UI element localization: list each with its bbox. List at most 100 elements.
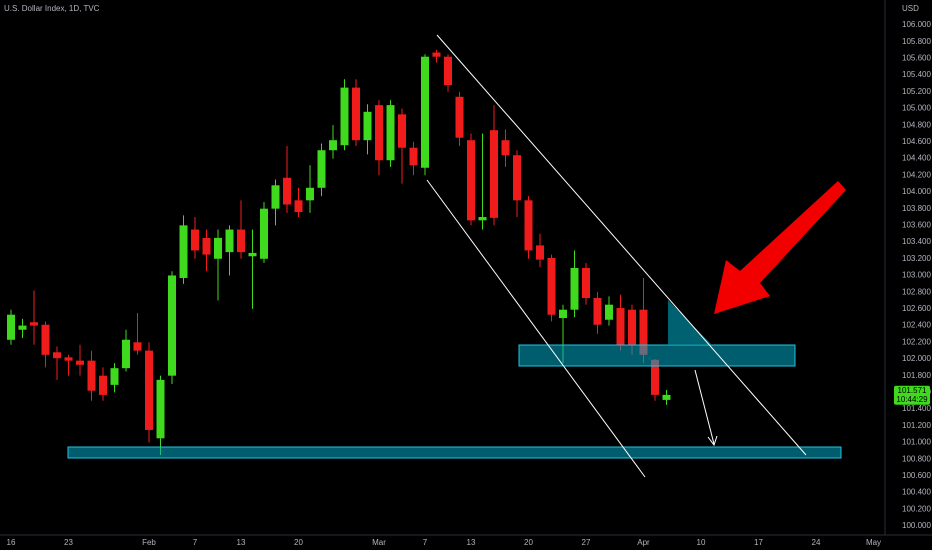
x-tick-label: 13: [237, 538, 246, 547]
y-tick-label: 103.800: [902, 204, 931, 213]
x-tick-label: May: [866, 538, 881, 547]
candle-body: [547, 257, 556, 315]
candle-body: [536, 245, 544, 260]
x-tick-label: 7: [193, 538, 198, 547]
candle-body: [18, 325, 27, 330]
y-tick-label: 101.800: [902, 371, 931, 380]
candle-body: [524, 200, 533, 251]
candle-body: [570, 267, 579, 310]
y-tick-label: 103.200: [902, 254, 931, 263]
y-tick-label: 102.800: [902, 287, 931, 296]
candle-body: [271, 185, 280, 209]
candle-body: [398, 114, 406, 148]
candle-body: [467, 140, 475, 221]
candle-body: [179, 225, 188, 278]
axis-unit: USD: [902, 4, 919, 13]
channel-upper: [436, 34, 807, 456]
candle-body: [133, 342, 142, 351]
candle-body: [490, 130, 498, 218]
candle-body: [64, 357, 73, 361]
candle-body: [340, 87, 349, 146]
candle-body: [30, 322, 38, 326]
candle-body: [76, 360, 84, 365]
candle-body: [260, 208, 268, 259]
y-tick-label: 100.000: [902, 521, 931, 530]
y-tick-label: 102.200: [902, 337, 931, 346]
y-tick-label: 101.400: [902, 404, 931, 413]
y-tick-label: 103.000: [902, 271, 931, 280]
big-red-arrow: [714, 181, 846, 314]
y-tick-label: 104.000: [902, 187, 931, 196]
candle-body: [237, 229, 245, 253]
candle-body: [225, 229, 234, 253]
candle-body: [306, 187, 314, 201]
candles: [7, 50, 671, 456]
support-zone: [67, 446, 842, 459]
x-tick-label: 20: [524, 538, 533, 547]
candle-body: [87, 360, 96, 391]
x-tick-label: 13: [467, 538, 476, 547]
y-tick-label: 105.800: [902, 37, 931, 46]
y-tick-label: 102.400: [902, 321, 931, 330]
y-tick-label: 100.200: [902, 504, 931, 513]
candle-body: [352, 87, 360, 141]
candle-body: [605, 304, 613, 320]
candle-body: [628, 309, 636, 345]
candle-body: [156, 379, 165, 439]
candle-body: [329, 140, 337, 151]
y-tick-label: 104.800: [902, 120, 931, 129]
candle-body: [110, 368, 119, 385]
candle-body: [283, 177, 291, 205]
projection-arrow: [694, 369, 715, 445]
candle-body: [455, 96, 464, 138]
candle-body: [513, 155, 521, 201]
candle-body: [248, 252, 257, 257]
candle-body: [444, 56, 452, 86]
candle-body: [145, 350, 153, 430]
chart-title: U.S. Dollar Index, 1D, TVC: [4, 4, 100, 13]
y-tick-label: 104.200: [902, 170, 931, 179]
candle-body: [7, 314, 15, 340]
candle-body: [191, 229, 199, 251]
candle-body: [317, 150, 326, 188]
candle-body: [582, 267, 590, 299]
candle-body: [651, 359, 659, 395]
candle-body: [616, 308, 625, 345]
candle-body: [409, 147, 418, 166]
x-tick-label: Feb: [142, 538, 156, 547]
candle-body: [214, 237, 222, 259]
y-tick-label: 106.000: [902, 20, 931, 29]
y-tick-label: 105.600: [902, 53, 931, 62]
x-tick-label: 16: [7, 538, 16, 547]
candle-body: [53, 352, 61, 359]
candle-body: [294, 200, 303, 213]
candle-body: [99, 375, 107, 395]
y-tick-label: 105.400: [902, 70, 931, 79]
candle-body: [41, 324, 50, 355]
candle-body: [501, 140, 510, 156]
candle-body: [375, 105, 383, 161]
y-tick-label: 100.600: [902, 471, 931, 480]
candle-body: [363, 111, 372, 141]
last-price-label: 101.571: [898, 386, 927, 395]
candle-body: [122, 339, 130, 369]
y-tick-label: 102.600: [902, 304, 931, 313]
last-price-tag: [894, 385, 930, 405]
candle-body: [478, 217, 487, 221]
y-tick-label: 103.600: [902, 220, 931, 229]
drawings: [67, 34, 846, 478]
y-tick-label: 100.400: [902, 488, 931, 497]
candle-body: [202, 237, 211, 255]
resistance-zone: [518, 344, 796, 367]
channel-lower: [426, 179, 646, 478]
x-tick-label: 23: [64, 538, 73, 547]
x-tick-label: 24: [812, 538, 821, 547]
countdown-label: 10:44:29: [896, 395, 928, 404]
x-tick-label: 10: [697, 538, 706, 547]
candle-body: [639, 309, 648, 355]
x-tick-label: Apr: [637, 538, 650, 547]
x-tick-label: 20: [294, 538, 303, 547]
candle-body: [386, 105, 395, 161]
y-tick-label: 102.000: [902, 354, 931, 363]
